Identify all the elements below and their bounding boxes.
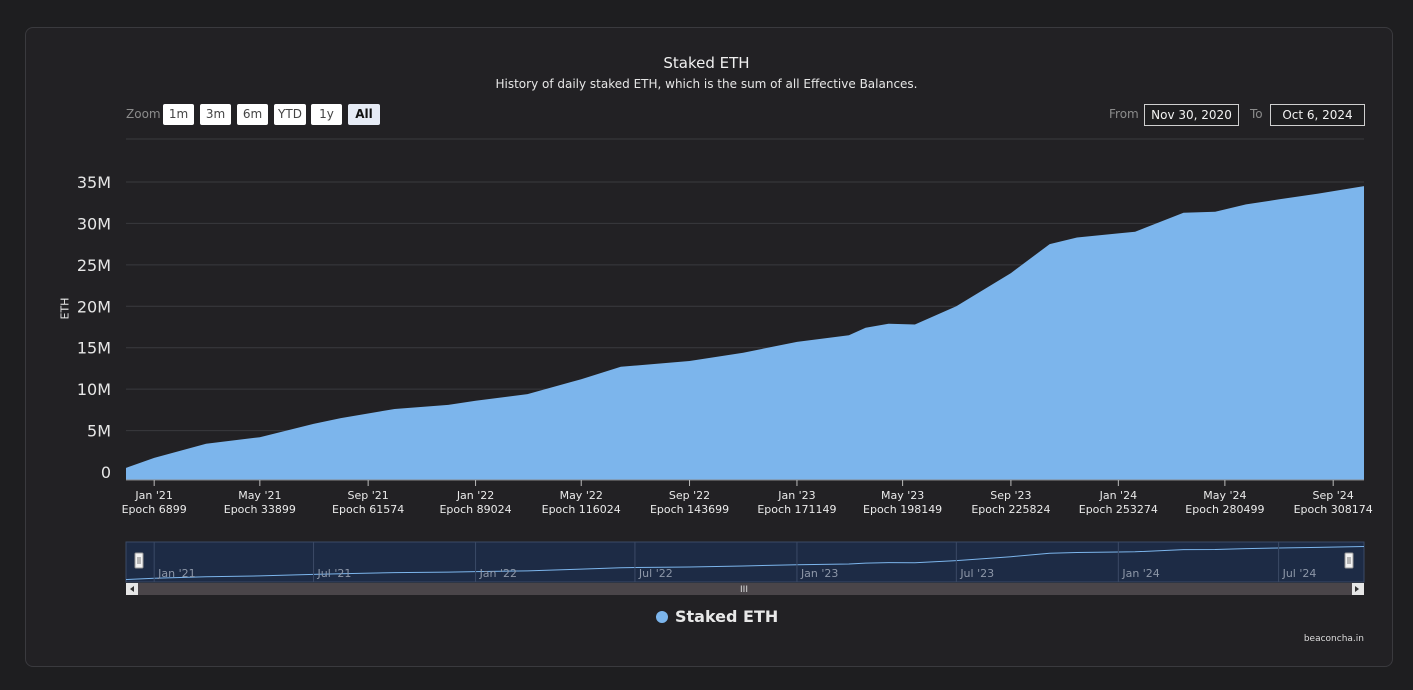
zoom-1m-button[interactable]: 1m [163,104,194,125]
x-tick-epoch-label: Epoch 198149 [863,503,942,516]
zoom-1y-button[interactable]: 1y [311,104,342,125]
chart-subtitle: History of daily staked ETH, which is th… [495,77,918,91]
navigator-label: Jul '24 [1282,567,1317,580]
range-to-input[interactable]: Oct 6, 2024 [1270,104,1365,126]
range-from-label: From [1109,107,1139,121]
range-from-input[interactable]: Nov 30, 2020 [1144,104,1239,126]
x-tick-epoch-label: Epoch 280499 [1185,503,1264,516]
x-tick-epoch-label: Epoch 6899 [122,503,187,516]
y-tick-label: 25M [77,256,111,275]
x-tick-label: Jan '21 [134,489,172,502]
range-to-label: To [1250,107,1263,121]
x-tick-epoch-label: Epoch 116024 [542,503,621,516]
navigator-label: Jan '24 [1121,567,1159,580]
staked-eth-area[interactable] [126,186,1364,480]
y-tick-label: 30M [77,214,111,233]
y-tick-label: 20M [77,297,111,316]
legend-label: Staked ETH [675,607,779,626]
y-tick-label: 35M [77,173,111,192]
x-tick-label: May '22 [560,489,603,502]
y-tick-label: 15M [77,339,111,358]
x-tick-label: Jan '23 [777,489,815,502]
x-tick-label: Jan '22 [456,489,494,502]
x-tick-epoch-label: Epoch 171149 [757,503,836,516]
navigator-label: Jan '21 [157,567,195,580]
navigator-label: Jan '22 [479,567,517,580]
x-tick-epoch-label: Epoch 308174 [1294,503,1373,516]
x-tick-label: May '23 [881,489,924,502]
y-tick-label: 0 [101,463,111,482]
x-tick-epoch-label: Epoch 89024 [439,503,511,516]
x-tick-epoch-label: Epoch 61574 [332,503,404,516]
x-tick-label: Sep '22 [669,489,710,502]
scrollbar-grip-icon[interactable]: III [740,585,748,595]
navigator-label: Jan '23 [800,567,838,580]
y-tick-label: 5M [87,422,111,441]
navigator-label: Jul '21 [317,567,352,580]
navigator-right-handle[interactable] [1344,552,1354,569]
scroll-left-arrow-icon [130,586,134,592]
zoom-label: Zoom [126,107,161,121]
x-tick-epoch-label: Epoch 225824 [971,503,1050,516]
scrollbar-track[interactable] [126,583,1364,595]
navigator-mask[interactable] [125,541,1365,583]
navigator-label: Jul '23 [959,567,994,580]
legend-item[interactable]: Staked ETH [656,607,778,626]
x-tick-label: Sep '23 [990,489,1031,502]
chart-title: Staked ETH [663,54,750,72]
navigator-left-handle[interactable] [134,552,144,569]
zoom-6m-button[interactable]: 6m [237,104,268,125]
navigator-series-line [125,546,1365,580]
x-tick-label: Sep '21 [348,489,389,502]
legend-marker [656,610,668,623]
credit-link[interactable]: beaconcha.in [1303,634,1364,644]
navigator-label: Jul '22 [638,567,673,580]
x-tick-epoch-label: Epoch 253274 [1079,503,1158,516]
x-tick-label: May '21 [238,489,281,502]
x-tick-epoch-label: Epoch 143699 [650,503,729,516]
x-tick-label: May '24 [1203,489,1246,502]
scroll-right-arrow-icon [1355,586,1359,592]
y-tick-label: 10M [77,380,111,399]
zoom-all-button[interactable]: All [348,104,380,125]
x-tick-label: Jan '24 [1099,489,1137,502]
zoom-3m-button[interactable]: 3m [200,104,231,125]
zoom-ytd-button[interactable]: YTD [274,104,306,125]
x-tick-label: Sep '24 [1313,489,1354,502]
x-tick-epoch-label: Epoch 33899 [224,503,296,516]
